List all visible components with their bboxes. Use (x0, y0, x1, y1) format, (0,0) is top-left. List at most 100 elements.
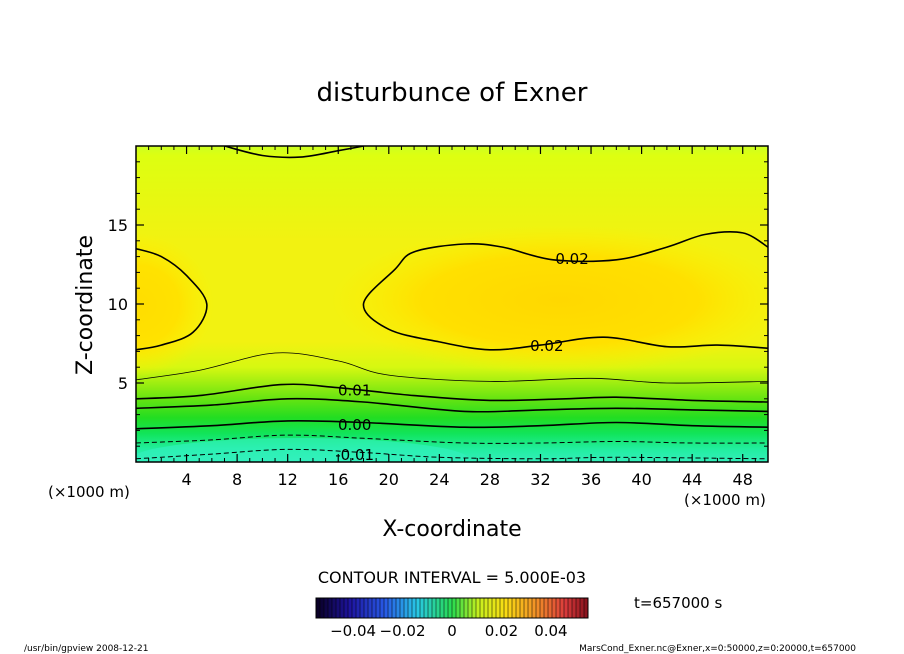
contour-line (224, 146, 364, 159)
colorbar-cell (512, 598, 517, 618)
colorbar-cell (320, 598, 325, 618)
x-tick-label: 16 (328, 470, 348, 489)
colorbar (315, 597, 589, 619)
contour-label: 0.02 (555, 250, 588, 268)
colorbar-frame (315, 597, 589, 619)
x-unit-note-right: (×1000 m) (684, 491, 766, 509)
x-tick-label: 28 (480, 470, 500, 489)
colorbar-cell (396, 598, 401, 618)
colorbar-cell (508, 598, 513, 618)
colorbar-cell (352, 598, 357, 618)
colorbar-tick-labels: −0.04 −0.02 0 0.02 0.04 (330, 622, 568, 640)
contour-line (136, 352, 768, 384)
colorbar-cell (380, 598, 385, 618)
high-core-right (330, 225, 768, 375)
y-axis-label: Z-coordinate (73, 235, 98, 375)
time-label: t=657000 s (634, 594, 722, 612)
colorbar-cell (328, 598, 333, 618)
x-tick-label: 20 (379, 470, 399, 489)
colorbar-tick-label: −0.04 (330, 622, 376, 640)
colorbar-cell (408, 598, 413, 618)
x-tick-label: 32 (530, 470, 550, 489)
colorbar-cell (404, 598, 409, 618)
x-tick-label: 48 (733, 470, 753, 489)
x-tick-label: 8 (232, 470, 242, 489)
colorbar-cell (364, 598, 369, 618)
colorbar-cell (492, 598, 497, 618)
colorbar-cell (568, 598, 573, 618)
colorbar-cell (324, 598, 329, 618)
contour-label: 0.02 (530, 337, 563, 355)
colorbar-cell (552, 598, 557, 618)
colorbar-cell (348, 598, 353, 618)
colorbar-cell (544, 598, 549, 618)
colorbar-cell (440, 598, 445, 618)
contour-interval-text: CONTOUR INTERVAL = 5.000E-03 (318, 568, 586, 587)
colorbar-cell (332, 598, 337, 618)
colorbar-cell (416, 598, 421, 618)
colorbar-cell (392, 598, 397, 618)
x-tick-label: 24 (429, 470, 449, 489)
colorbar-tick-label: 0 (447, 622, 457, 640)
x-axis-label: X-coordinate (382, 517, 521, 542)
x-tick-label: 44 (682, 470, 702, 489)
colorbar-cell (516, 598, 521, 618)
colorbar-cell (580, 598, 585, 618)
x-tick-label: 12 (278, 470, 298, 489)
colorbar-cell (564, 598, 569, 618)
colorbar-cell (576, 598, 581, 618)
contour-labels: 0.02 0.02 0.01 0.00 -0.01 (335, 250, 589, 464)
colorbar-cell (500, 598, 505, 618)
colorbar-cell (436, 598, 441, 618)
colorbar-cell (572, 598, 577, 618)
colorbar-cell (340, 598, 345, 618)
x-tick-label: 36 (581, 470, 601, 489)
colorbar-cell (428, 598, 433, 618)
low-core-bottom (136, 438, 470, 462)
colorbar-cell (532, 598, 537, 618)
x-tick-label: 4 (181, 470, 191, 489)
y-tick-label: 15 (108, 216, 128, 235)
colorbar-cell (344, 598, 349, 618)
colorbar-tick-label: −0.02 (380, 622, 426, 640)
colorbar-cell (356, 598, 361, 618)
colorbar-cell (496, 598, 501, 618)
colorbar-cell (448, 598, 453, 618)
colorbar-cell (548, 598, 553, 618)
colorbar-cell (536, 598, 541, 618)
plot-area: 0.02 0.02 0.01 0.00 -0.01 (136, 146, 768, 464)
contour-lines (136, 146, 768, 460)
footer-left: /usr/bin/gpview 2008-12-21 (24, 644, 148, 654)
colorbar-cell (484, 598, 489, 618)
colorbar-cell (488, 598, 493, 618)
colorbar-cell (432, 598, 437, 618)
colorbar-cell (384, 598, 389, 618)
colorbar-cell (504, 598, 509, 618)
colorbar-cell (420, 598, 425, 618)
colorbar-cell (584, 598, 589, 618)
colorbar-cell (316, 598, 321, 618)
colorbar-cell (388, 598, 393, 618)
high-core-left (136, 233, 214, 377)
contour-label: 0.00 (338, 416, 371, 434)
colorbar-cell (376, 598, 381, 618)
colorbar-cell (468, 598, 473, 618)
colorbar-cell (452, 598, 457, 618)
colorbar-cell (476, 598, 481, 618)
y-tick-label: 5 (118, 374, 128, 393)
contour-line (136, 383, 768, 403)
colorbar-cell (540, 598, 545, 618)
contour-line (136, 419, 768, 430)
colorbar-cell (400, 598, 405, 618)
contour-line (136, 397, 768, 413)
footer-right: MarsCond_Exner.nc@Exner,x=0:50000,z=0:20… (579, 644, 856, 654)
colorbar-tick-label: 0.02 (485, 622, 518, 640)
colorbar-cell (456, 598, 461, 618)
y-axis: 5 10 15 (108, 161, 768, 447)
colorbar-cell (444, 598, 449, 618)
colorbar-cell (336, 598, 341, 618)
colorbar-cell (464, 598, 469, 618)
contour-label: -0.01 (335, 446, 374, 464)
chart-title: disturbunce of Exner (317, 78, 588, 108)
